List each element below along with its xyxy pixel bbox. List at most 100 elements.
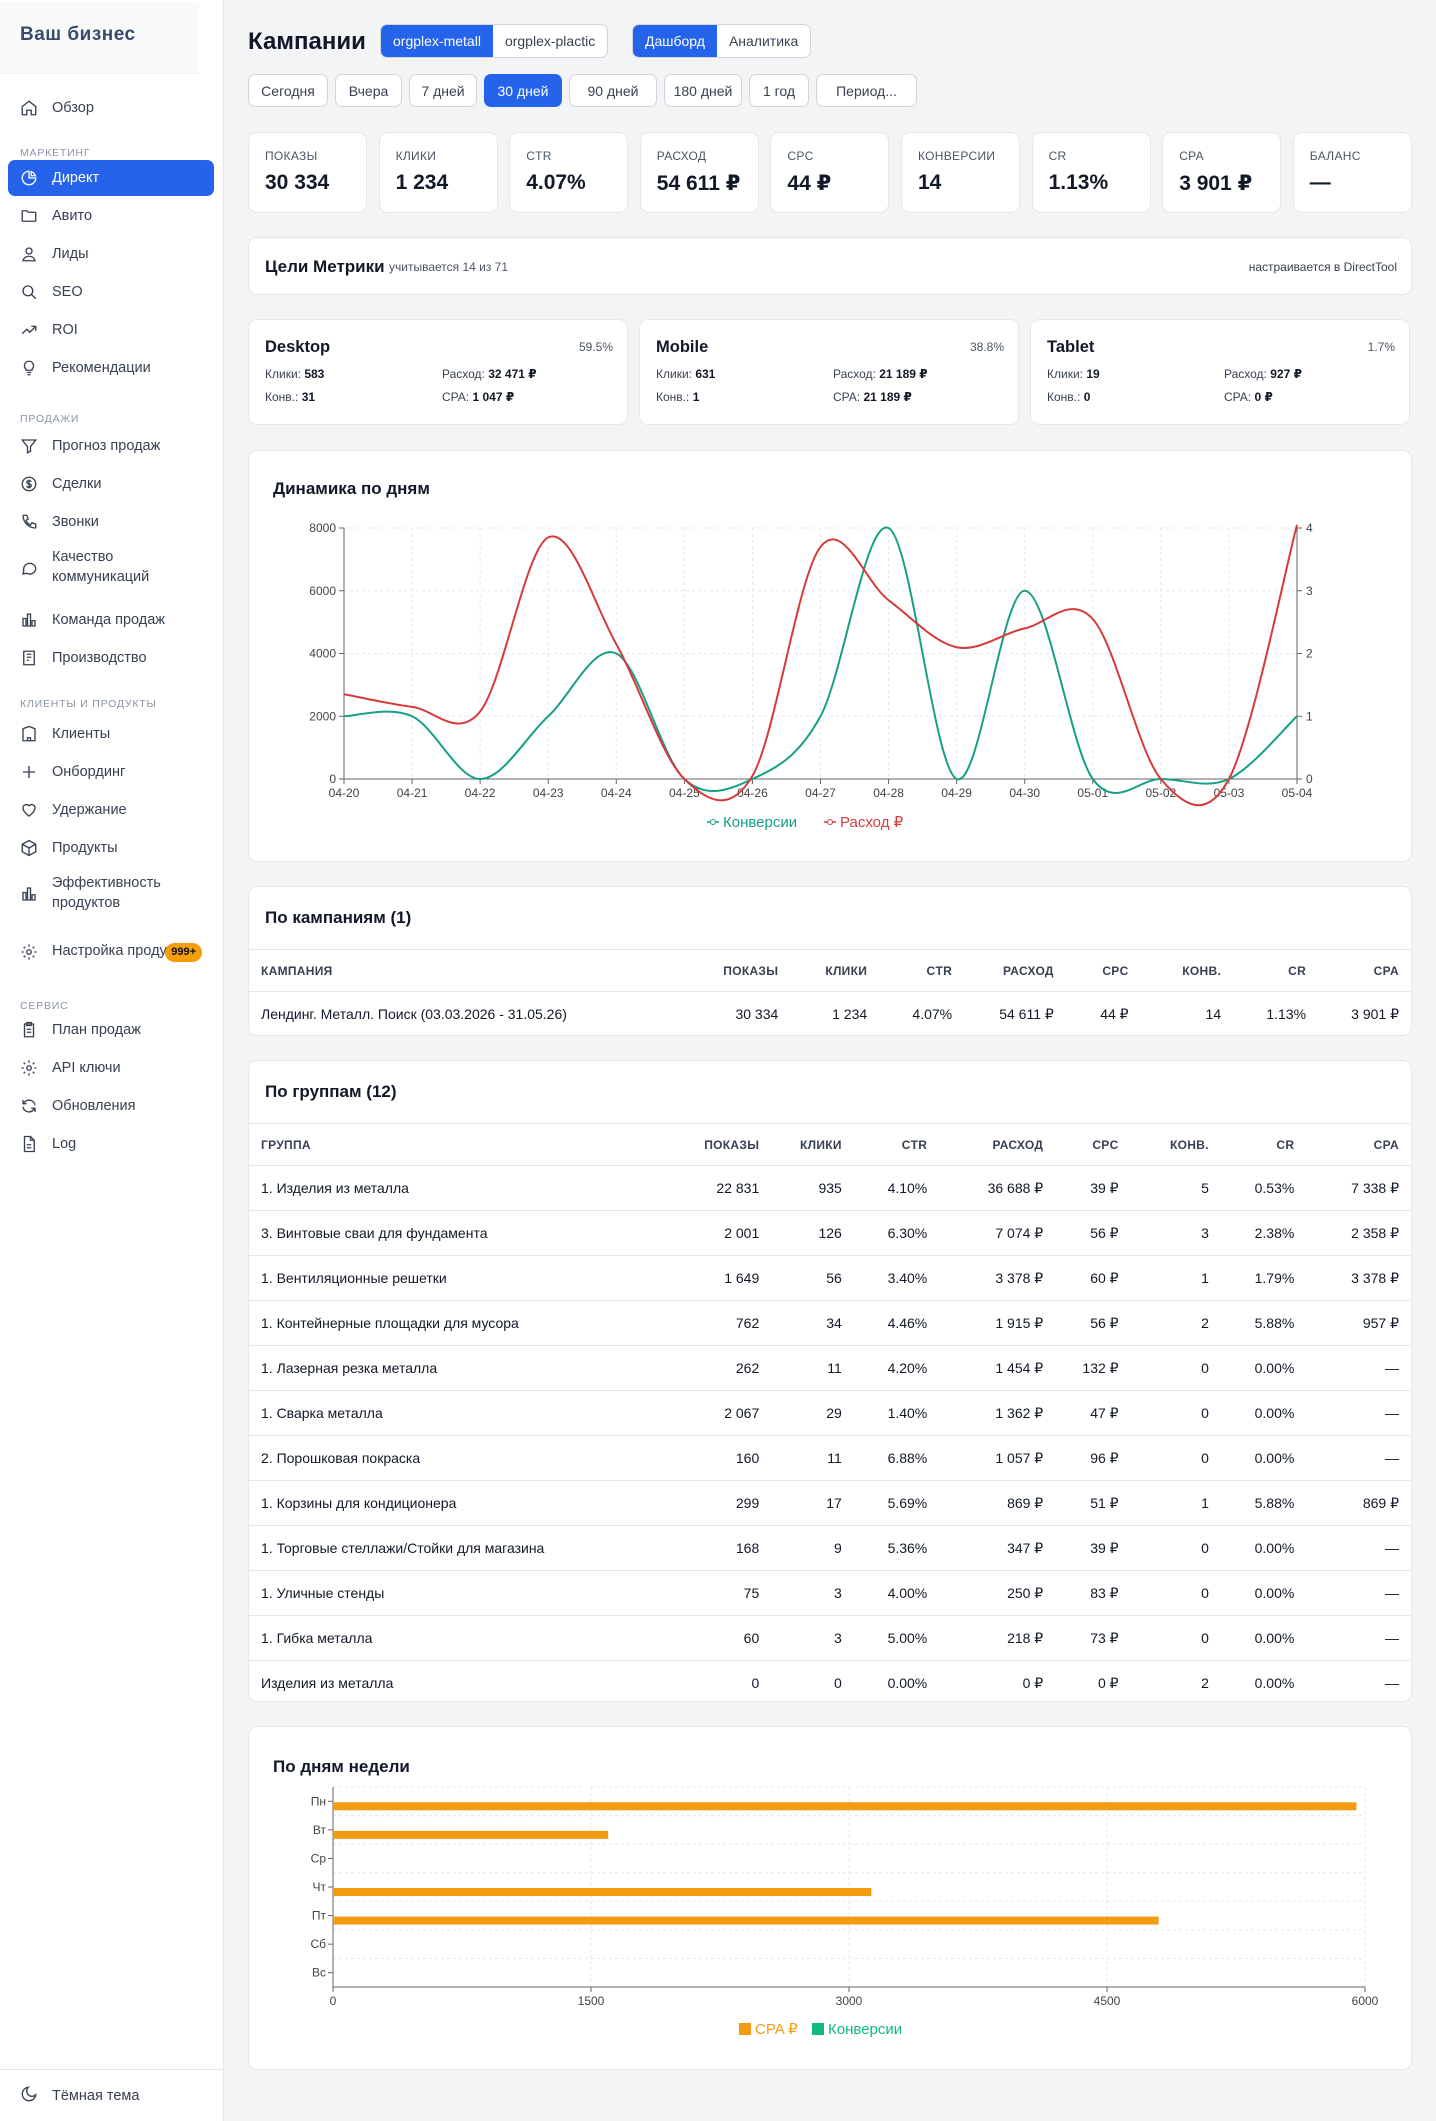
- column-header[interactable]: РАСХОД: [964, 949, 1066, 992]
- column-header[interactable]: КЛИКИ: [790, 949, 880, 992]
- bar-conversions: [333, 1810, 334, 1812]
- period-button[interactable]: 90 дней: [569, 74, 657, 107]
- column-header[interactable]: ПОКАЗЫ: [691, 1123, 772, 1166]
- sidebar-item-3[interactable]: Лиды: [8, 236, 214, 272]
- table-row[interactable]: 1. Сварка металла 2 067 29 1.40% 1 362 ₽47 ₽…: [249, 1390, 1411, 1436]
- theme-toggle[interactable]: Тёмная тема: [0, 2069, 223, 2121]
- kpi-label: CPC: [787, 149, 814, 163]
- sidebar-item-2[interactable]: Авито: [8, 198, 214, 234]
- stat-label: Конв.:: [656, 390, 690, 404]
- sidebar-item-20[interactable]: API ключи: [8, 1050, 214, 1086]
- sidebar-item-9[interactable]: Звонки: [8, 504, 214, 540]
- sidebar-item-8[interactable]: Сделки: [8, 466, 214, 502]
- table-cell: 1 057 ₽: [939, 1435, 1056, 1481]
- device-share: 59.5%: [578, 340, 613, 354]
- sidebar-item-10[interactable]: Качество коммуникаций: [8, 543, 214, 593]
- campaigns-card: По кампаниям (1) КАМПАНИЯ ПОКАЗЫ КЛИКИ CTR Р…: [248, 886, 1412, 1036]
- column-header[interactable]: КЛИКИ: [771, 1123, 854, 1166]
- sidebar-item-14[interactable]: Онбординг: [8, 754, 214, 790]
- weekday-chart-title: По дням недели: [273, 1757, 410, 1776]
- column-header[interactable]: CR: [1233, 949, 1319, 992]
- stat-label: Клики:: [1047, 367, 1083, 381]
- sidebar-item-15[interactable]: Удержание: [8, 792, 214, 828]
- legend-swatch: [739, 2023, 751, 2035]
- table-row[interactable]: 1. Контейнерные площадки для мусора 762 34…: [249, 1300, 1411, 1346]
- table-cell: 1. Торговые стеллажи/Стойки для магазина: [249, 1525, 692, 1571]
- table-row[interactable]: 1. Гибка металла 60 3 5.00% 218 ₽73 ₽0 0.00% —: [249, 1615, 1411, 1661]
- sidebar-item-7[interactable]: Прогноз продаж: [8, 428, 214, 464]
- column-header[interactable]: ГРУППА: [249, 1123, 692, 1166]
- table-row[interactable]: 1. Вентиляционные решетки 1 649 56 3.40% 3 3…: [249, 1255, 1411, 1301]
- sidebar-item-5[interactable]: ROI: [8, 312, 214, 348]
- table-row[interactable]: 1. Корзины для кондиционера 299 17 5.69% 869…: [249, 1480, 1411, 1526]
- kpi-value: 44 ₽: [787, 172, 832, 195]
- column-header[interactable]: CPA: [1318, 949, 1411, 992]
- table-cell: 218 ₽: [939, 1615, 1056, 1661]
- sidebar-item-4[interactable]: SEO: [8, 274, 214, 310]
- table-cell: 51 ₽: [1055, 1480, 1131, 1526]
- column-header[interactable]: CPC: [1055, 1123, 1131, 1166]
- table-row[interactable]: 1. Лазерная резка металла 262 11 4.20% 1 454…: [249, 1345, 1411, 1391]
- gear-icon: [20, 1059, 38, 1077]
- tab-dashboard[interactable]: Дашборд: [633, 25, 717, 57]
- series-line-1: [343, 524, 1298, 807]
- table-row[interactable]: Лендинг. Металл. Поиск (03.03.2026 - 31.…: [249, 992, 1411, 1037]
- device-name: Mobile: [656, 338, 709, 356]
- sidebar-item-0[interactable]: Обзор: [8, 90, 214, 126]
- column-header[interactable]: CTR: [879, 949, 965, 992]
- sidebar-item-18[interactable]: Настройка продуктов 999+: [8, 927, 214, 977]
- sidebar-item-21[interactable]: Обновления: [8, 1088, 214, 1124]
- tab-analytics[interactable]: Аналитика: [728, 33, 799, 49]
- sidebar-item-6[interactable]: Рекомендации: [8, 350, 214, 386]
- stat-label: Расход:: [442, 367, 485, 381]
- kpi-value: 4.07%: [526, 171, 586, 194]
- table-row[interactable]: 1. Торговые стеллажи/Стойки для магазина…: [249, 1525, 1411, 1571]
- sidebar-item-22[interactable]: Log: [8, 1126, 214, 1162]
- table-row[interactable]: 3. Винтовые сваи для фундамента 2 001 126 6…: [249, 1210, 1411, 1256]
- project-tab[interactable]: orgplex-plactic: [504, 33, 596, 49]
- table-row[interactable]: 2. Порошковая покраска 160 11 6.88% 1 057 ₽9…: [249, 1435, 1411, 1481]
- column-header[interactable]: РАСХОД: [939, 1123, 1056, 1166]
- project-tab[interactable]: orgplex-metall: [381, 25, 493, 57]
- sidebar-item-11[interactable]: Команда продаж: [8, 602, 214, 638]
- device-stat-cpa: CPA: 1 047 ₽: [442, 390, 514, 404]
- table-row[interactable]: 1. Изделия из металла 22 831 935 4.10% 36 68…: [249, 1165, 1411, 1211]
- weekday-bar-chart: Пн Вт Ср Чт Пт Сб Вс 0 1500 3000 4500 6000 CPA ₽ Конв…: [310, 1786, 1379, 2038]
- y2-tick-label: 0: [1306, 772, 1313, 786]
- sidebar-item-12[interactable]: Производство: [8, 640, 214, 676]
- period-button[interactable]: Период...: [816, 74, 917, 107]
- column-header[interactable]: ПОКАЗЫ: [711, 949, 791, 992]
- x-tick-label: 04-23: [533, 786, 564, 800]
- period-button[interactable]: 1 год: [749, 74, 809, 107]
- y2-tick-label: 4: [1306, 521, 1313, 535]
- column-header[interactable]: КАМПАНИЯ: [249, 949, 712, 992]
- column-header[interactable]: КОНВ.: [1130, 1123, 1221, 1166]
- table-cell: 1. Контейнерные площадки для мусора: [249, 1300, 692, 1346]
- table-row[interactable]: 1. Уличные стенды 75 3 4.00% 250 ₽83 ₽0 0.00%…: [249, 1570, 1411, 1616]
- column-header[interactable]: CPC: [1065, 949, 1141, 992]
- sidebar-item-1[interactable]: Директ: [8, 160, 214, 196]
- app-logo[interactable]: Ваш бизнес: [0, 2, 199, 74]
- trend-up-icon: [20, 321, 38, 339]
- sidebar-item-16[interactable]: Продукты: [8, 830, 214, 866]
- sidebar-item-17[interactable]: Эффективность продуктов: [8, 869, 214, 919]
- stat-label: Расход:: [833, 367, 876, 381]
- sidebar-item-label: Log: [52, 1136, 77, 1152]
- period-button[interactable]: 7 дней: [409, 74, 477, 107]
- period-button[interactable]: Сегодня: [248, 74, 328, 107]
- period-button[interactable]: Вчера: [335, 74, 402, 107]
- period-button[interactable]: 30 дней: [484, 74, 562, 107]
- period-button[interactable]: 180 дней: [664, 74, 742, 107]
- sidebar-item-19[interactable]: План продаж: [8, 1012, 214, 1048]
- table-cell: 5.88%: [1220, 1300, 1307, 1346]
- column-header[interactable]: КОНВ.: [1140, 949, 1234, 992]
- lightbulb-icon: [20, 359, 38, 377]
- column-header[interactable]: CTR: [853, 1123, 940, 1166]
- column-header[interactable]: CR: [1220, 1123, 1307, 1166]
- table-row[interactable]: Изделия из металла 0 0 0.00% 0 ₽ 0 ₽ 2 0.00% —: [249, 1661, 1411, 1706]
- column-header[interactable]: CPA: [1306, 1123, 1411, 1166]
- table-cell: 0 ₽: [1022, 1674, 1044, 1691]
- sidebar-item-13[interactable]: Клиенты: [8, 716, 214, 752]
- table-cell: 7 338 ₽: [1306, 1165, 1411, 1211]
- kpi-label: РАСХОД: [656, 149, 707, 163]
